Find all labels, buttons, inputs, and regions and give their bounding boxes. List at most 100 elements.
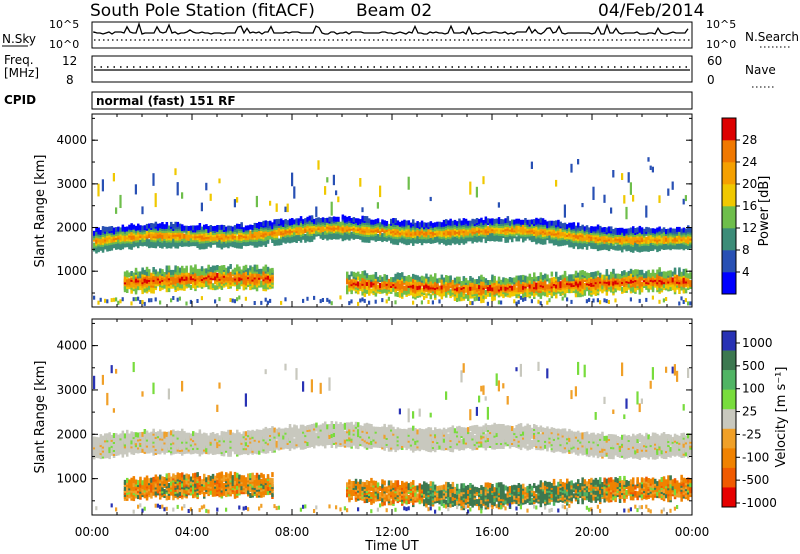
data-cell (649, 228, 653, 234)
data-cell (640, 285, 644, 291)
data-cell (658, 230, 661, 236)
data-cell (134, 297, 137, 302)
freq-panel-frame (91, 55, 693, 83)
data-cell (489, 218, 492, 224)
data-cell (233, 267, 237, 273)
data-cell (117, 300, 120, 305)
data-cell (95, 230, 98, 236)
data-cell (440, 278, 444, 284)
data-cell (625, 234, 628, 240)
data-cell (519, 275, 523, 281)
data-cell (361, 271, 364, 276)
data-cell (106, 433, 109, 439)
data-cell (530, 277, 534, 282)
data-cell (480, 284, 483, 290)
data-cell (497, 276, 501, 282)
data-cell (412, 237, 415, 242)
data-cell (524, 218, 527, 223)
data-cell (119, 433, 122, 439)
data-cell (141, 431, 144, 437)
data-cell (130, 271, 133, 276)
data-cell (427, 284, 430, 290)
data-cell (414, 274, 417, 280)
data-cell (667, 228, 670, 234)
data-cell (396, 224, 400, 230)
data-cell (218, 271, 221, 277)
data-cell (568, 238, 571, 244)
data-cell (563, 270, 567, 276)
data-cell (665, 297, 668, 301)
data-cell (662, 231, 666, 237)
data-cell (574, 288, 578, 294)
data-cell (678, 226, 681, 232)
data-cell (236, 223, 239, 229)
data-cell (405, 286, 408, 291)
data-cell (473, 283, 477, 289)
data-cell (200, 226, 204, 232)
data-cell (324, 218, 327, 223)
data-cell (170, 269, 173, 275)
data-cell (159, 223, 162, 229)
data-cell (374, 219, 378, 225)
data-cell (218, 229, 221, 235)
data-cell (392, 286, 395, 292)
data-cell (381, 219, 384, 225)
data-cell (264, 264, 268, 270)
data-cell (152, 288, 155, 294)
data-cell (95, 506, 98, 511)
data-cell (614, 273, 617, 279)
data-cell (434, 236, 437, 241)
data-cell (348, 216, 351, 221)
data-cell (453, 297, 456, 301)
data-cell (108, 238, 111, 244)
data-cell (425, 293, 428, 299)
data-cell (266, 234, 270, 240)
data-cell (172, 279, 175, 285)
data-cell (106, 299, 109, 304)
data-cell (671, 271, 675, 277)
data-cell (348, 286, 351, 292)
data-cell (214, 265, 217, 271)
data-cell (238, 295, 241, 300)
data-cell (625, 206, 628, 220)
data-cell (662, 271, 666, 277)
nave-label: Nave (745, 63, 776, 77)
data-cell (643, 273, 646, 279)
data-cell (519, 225, 523, 231)
data-cell (574, 270, 578, 276)
data-cell (537, 281, 540, 287)
data-cell (126, 278, 129, 284)
data-cell (176, 182, 179, 196)
data-cell (258, 268, 261, 274)
data-cell (352, 271, 356, 277)
data-cell (218, 225, 221, 231)
data-cell (467, 280, 470, 286)
data-cell (251, 232, 254, 238)
data-cell (671, 228, 675, 234)
data-cell (680, 296, 683, 301)
data-cell (187, 230, 191, 235)
data-cell (451, 220, 455, 226)
data-cell (110, 503, 113, 508)
data-cell (689, 272, 692, 278)
data-cell (350, 231, 353, 237)
data-cell (324, 186, 327, 195)
data-cell (277, 218, 281, 224)
data-cell (434, 277, 437, 283)
data-cell (275, 203, 278, 212)
data-cell (165, 287, 169, 293)
data-cell (676, 226, 679, 232)
data-cell (607, 226, 611, 232)
data-cell (115, 297, 118, 302)
data-cell (194, 264, 197, 270)
data-cell (218, 266, 221, 271)
data-cell (475, 231, 479, 237)
data-cell (513, 277, 516, 283)
data-cell (566, 276, 569, 282)
data-cell (119, 227, 122, 233)
data-cell (176, 221, 180, 227)
data-cell (614, 227, 617, 233)
data-cell (592, 226, 595, 232)
data-cell (658, 299, 661, 304)
